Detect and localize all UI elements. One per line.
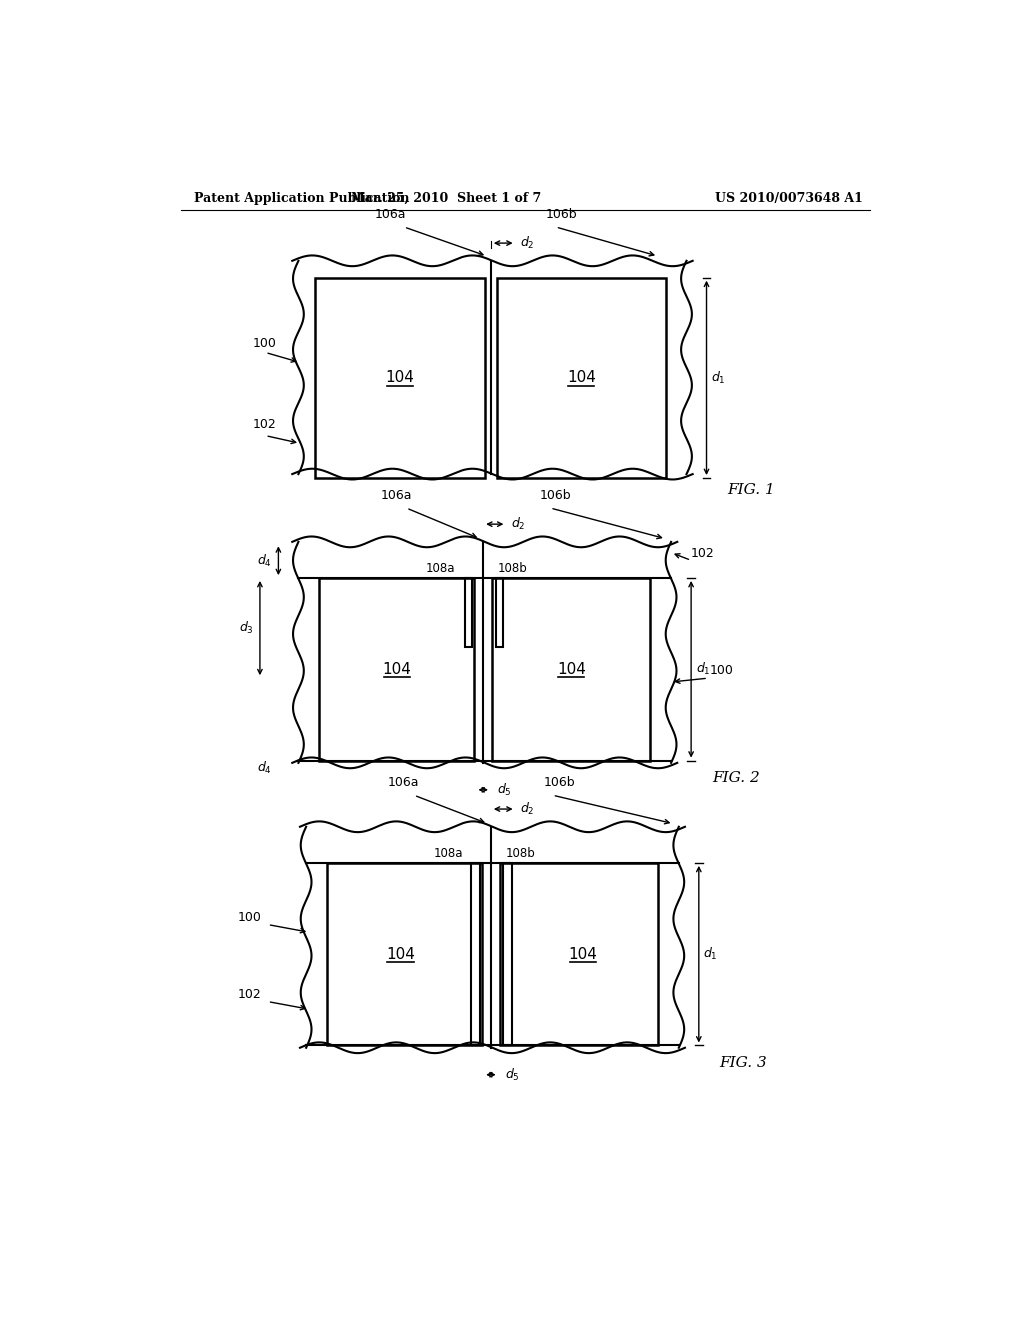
Text: 102: 102 (238, 987, 261, 1001)
Text: 106b: 106b (544, 776, 575, 789)
Text: 104: 104 (557, 661, 586, 677)
Text: FIG. 3: FIG. 3 (720, 1056, 767, 1071)
Bar (496, 578, 503, 647)
Text: Patent Application Publication: Patent Application Publication (194, 191, 410, 205)
Text: $d_1$: $d_1$ (703, 946, 718, 962)
Text: $d_2$: $d_2$ (511, 516, 525, 532)
Text: FIG. 2: FIG. 2 (712, 771, 760, 785)
Text: $d_4$: $d_4$ (257, 760, 272, 776)
Text: 106a: 106a (381, 488, 412, 502)
Bar (319, 578, 474, 760)
Text: $d_1$: $d_1$ (695, 661, 711, 677)
Bar (493, 578, 650, 760)
Bar (503, 863, 512, 1045)
Bar (500, 863, 658, 1045)
Text: 104: 104 (567, 371, 596, 385)
Text: 108b: 108b (498, 562, 527, 576)
Text: $d_4$: $d_4$ (257, 553, 272, 569)
Text: $d_5$: $d_5$ (505, 1067, 519, 1082)
Text: 102: 102 (252, 418, 276, 430)
Text: 108a: 108a (434, 847, 463, 859)
Text: Mar. 25, 2010  Sheet 1 of 7: Mar. 25, 2010 Sheet 1 of 7 (351, 191, 542, 205)
Text: $d_2$: $d_2$ (520, 801, 535, 817)
Text: 100: 100 (252, 337, 276, 350)
Text: 106b: 106b (540, 488, 571, 502)
Text: 106b: 106b (546, 207, 578, 220)
Text: US 2010/0073648 A1: US 2010/0073648 A1 (715, 191, 863, 205)
Bar (327, 863, 481, 1045)
Text: FIG. 1: FIG. 1 (727, 483, 775, 496)
Text: 106a: 106a (388, 776, 420, 789)
Text: 104: 104 (386, 946, 415, 962)
Text: 104: 104 (568, 946, 597, 962)
Text: 104: 104 (382, 661, 411, 677)
Text: 106a: 106a (375, 207, 407, 220)
Bar (465, 578, 472, 647)
Text: 104: 104 (386, 371, 415, 385)
Text: $d_1$: $d_1$ (711, 370, 726, 385)
Text: 108b: 108b (505, 847, 536, 859)
Text: 108a: 108a (426, 562, 456, 576)
Text: 100: 100 (710, 664, 733, 677)
Bar (315, 277, 484, 478)
Text: 102: 102 (691, 548, 715, 560)
Bar (471, 863, 480, 1045)
Text: $d_5$: $d_5$ (497, 781, 512, 797)
Text: $d_3$: $d_3$ (239, 620, 254, 636)
Bar (497, 277, 666, 478)
Text: 100: 100 (238, 911, 261, 924)
Text: $d_2$: $d_2$ (520, 235, 535, 251)
